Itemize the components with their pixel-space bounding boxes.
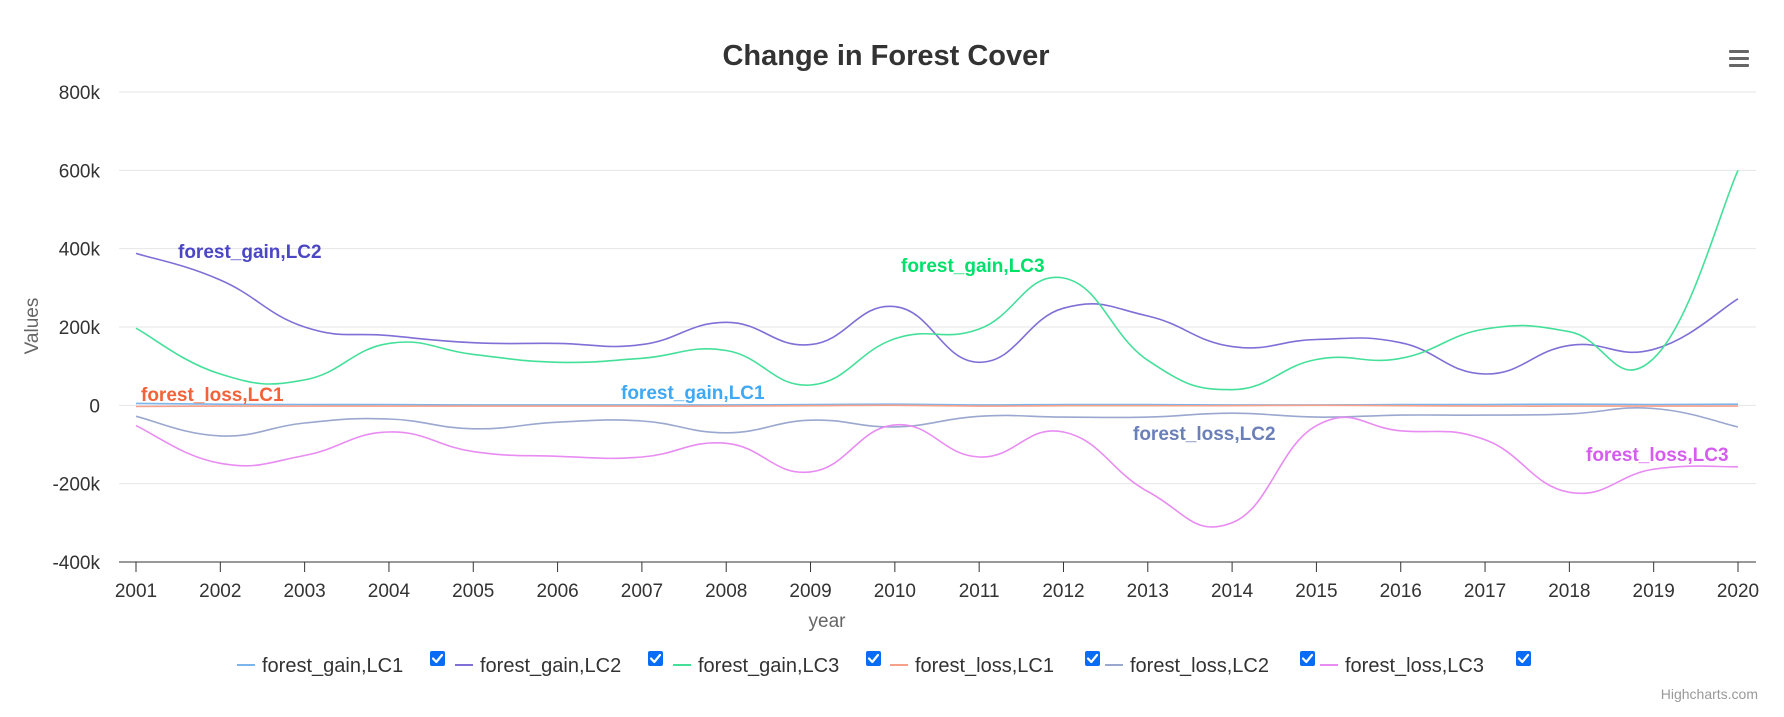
x-tick-label: 2003 xyxy=(283,581,325,602)
hamburger-menu-icon[interactable] xyxy=(1723,44,1755,74)
x-axis: 2001 2002 2003 2004 2005 2006 2007 2008 2009 2010… xyxy=(115,561,1759,602)
x-tick-label: 2011 xyxy=(959,581,1000,602)
series-label: forest_loss,LC1 xyxy=(141,385,284,406)
legend-label: forest_gain,LC3 xyxy=(698,655,839,677)
check-icon xyxy=(867,653,880,664)
x-axis-title: year xyxy=(809,611,847,632)
x-tick-label: 2016 xyxy=(1380,581,1422,602)
y-tick-label: 800k xyxy=(59,83,101,104)
credits-link[interactable]: Highcharts.com xyxy=(1661,686,1758,702)
check-icon xyxy=(431,653,444,664)
x-tick-label: 2018 xyxy=(1548,581,1590,602)
x-tick-label: 2001 xyxy=(115,581,157,602)
y-axis-title: Values xyxy=(22,298,43,355)
series-line-forest-gain-lc1[interactable] xyxy=(135,402,1739,406)
series-layer xyxy=(135,169,1739,528)
series-line-forest-loss-lc1[interactable] xyxy=(135,404,1738,408)
y-tick-label: 0 xyxy=(89,396,100,417)
check-icon xyxy=(1517,653,1530,664)
legend-checkbox[interactable] xyxy=(1516,651,1531,666)
check-icon xyxy=(1086,653,1099,664)
x-tick-label: 2015 xyxy=(1295,581,1337,602)
x-tick-label: 2005 xyxy=(452,581,494,602)
legend-label: forest_loss,LC1 xyxy=(915,655,1054,677)
series-label: forest_gain,LC2 xyxy=(178,242,322,263)
legend-label: forest_gain,LC1 xyxy=(262,655,403,677)
legend-label: forest_loss,LC3 xyxy=(1345,655,1484,677)
chart-title: Change in Forest Cover xyxy=(722,40,1049,72)
legend-checkbox[interactable] xyxy=(648,651,663,666)
legend-item-forest-gain-lc3[interactable]: forest_gain,LC3 xyxy=(673,655,839,677)
legend-item-forest-loss-lc3[interactable]: forest_loss,LC3 xyxy=(1320,655,1484,677)
legend-item-forest-loss-lc2[interactable]: forest_loss,LC2 xyxy=(1105,655,1269,677)
y-axis: -400k -200k 0 200k 400k 600k 800k xyxy=(52,83,100,574)
x-tick-label: 2019 xyxy=(1633,581,1675,602)
y-tick-label: -400k xyxy=(52,553,100,574)
series-label: forest_loss,LC2 xyxy=(1133,424,1276,445)
series-labels: forest_gain,LC2 forest_gain,LC3 forest_los… xyxy=(141,242,1729,466)
y-tick-label: 600k xyxy=(59,161,101,182)
x-tick-label: 2014 xyxy=(1211,581,1254,602)
series-label: forest_gain,LC3 xyxy=(901,256,1045,277)
legend-checkbox[interactable] xyxy=(1300,651,1315,666)
x-tick-label: 2020 xyxy=(1717,581,1759,602)
y-tick-label: -200k xyxy=(52,475,100,496)
check-icon xyxy=(649,653,662,664)
legend-checkbox[interactable] xyxy=(430,651,445,666)
legend-item-forest-gain-lc1[interactable]: forest_gain,LC1 xyxy=(237,655,403,677)
series-line-forest-gain-lc2[interactable] xyxy=(135,252,1739,375)
legend-item-forest-loss-lc1[interactable]: forest_loss,LC1 xyxy=(890,655,1054,677)
x-tick-label: 2004 xyxy=(368,581,411,602)
x-tick-label: 2007 xyxy=(621,581,663,602)
series-line-forest-loss-lc2[interactable] xyxy=(135,407,1739,437)
legend-item-forest-gain-lc2[interactable]: forest_gain,LC2 xyxy=(455,655,621,677)
check-icon xyxy=(1301,653,1314,664)
legend: forest_gain,LC1 forest_gain,LC2 forest_gai… xyxy=(237,651,1531,677)
legend-checkbox[interactable] xyxy=(1085,651,1100,666)
series-line-forest-loss-lc3[interactable] xyxy=(135,416,1739,528)
x-tick-label: 2006 xyxy=(536,581,578,602)
grid-layer xyxy=(119,91,1756,485)
series-label: forest_loss,LC3 xyxy=(1586,445,1729,466)
x-tick-label: 2013 xyxy=(1127,581,1169,602)
x-tick-label: 2012 xyxy=(1042,581,1084,602)
x-tick-label: 2002 xyxy=(199,581,241,602)
x-tick-label: 2017 xyxy=(1464,581,1506,602)
y-tick-label: 400k xyxy=(59,240,101,261)
x-tick-label: 2010 xyxy=(874,581,916,602)
x-tick-label: 2009 xyxy=(789,581,831,602)
series-label: forest_gain,LC1 xyxy=(621,383,765,404)
x-tick-label: 2008 xyxy=(705,581,747,602)
y-tick-label: 200k xyxy=(59,318,101,339)
legend-checkbox[interactable] xyxy=(866,651,881,666)
series-line-forest-gain-lc3[interactable] xyxy=(135,169,1739,391)
legend-label: forest_loss,LC2 xyxy=(1130,655,1269,677)
legend-label: forest_gain,LC2 xyxy=(480,655,621,677)
